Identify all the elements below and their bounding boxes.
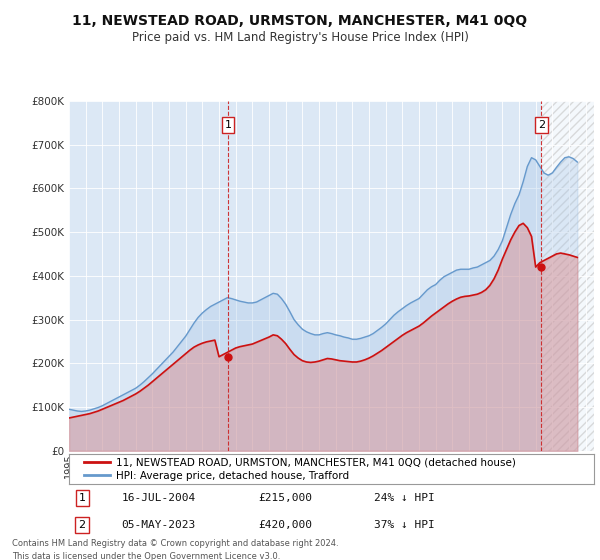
- Text: 16-JUL-2004: 16-JUL-2004: [121, 493, 196, 503]
- Text: 2: 2: [538, 120, 545, 130]
- Text: £215,000: £215,000: [258, 493, 312, 503]
- Text: 1: 1: [224, 120, 232, 130]
- Text: 37% ↓ HPI: 37% ↓ HPI: [373, 520, 434, 530]
- Text: £420,000: £420,000: [258, 520, 312, 530]
- Text: 2: 2: [79, 520, 86, 530]
- Text: Price paid vs. HM Land Registry's House Price Index (HPI): Price paid vs. HM Land Registry's House …: [131, 31, 469, 44]
- Text: This data is licensed under the Open Government Licence v3.0.: This data is licensed under the Open Gov…: [12, 552, 280, 560]
- Text: 05-MAY-2023: 05-MAY-2023: [121, 520, 196, 530]
- Text: 11, NEWSTEAD ROAD, URMSTON, MANCHESTER, M41 0QQ: 11, NEWSTEAD ROAD, URMSTON, MANCHESTER, …: [73, 14, 527, 28]
- Legend: 11, NEWSTEAD ROAD, URMSTON, MANCHESTER, M41 0QQ (detached house), HPI: Average p: 11, NEWSTEAD ROAD, URMSTON, MANCHESTER, …: [79, 453, 520, 485]
- Text: 1: 1: [79, 493, 86, 503]
- Text: 24% ↓ HPI: 24% ↓ HPI: [373, 493, 434, 503]
- Text: Contains HM Land Registry data © Crown copyright and database right 2024.: Contains HM Land Registry data © Crown c…: [12, 539, 338, 548]
